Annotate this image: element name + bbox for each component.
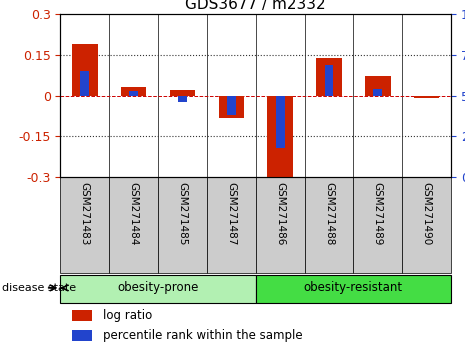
Text: percentile rank within the sample: percentile rank within the sample	[103, 329, 303, 342]
Text: GSM271489: GSM271489	[373, 182, 383, 245]
FancyBboxPatch shape	[60, 275, 256, 303]
Bar	[414, 96, 439, 98]
Bar	[227, 96, 236, 115]
Bar	[325, 65, 333, 96]
FancyBboxPatch shape	[402, 177, 451, 273]
Text: obesity-prone: obesity-prone	[117, 281, 199, 295]
FancyBboxPatch shape	[256, 275, 451, 303]
Text: GSM271486: GSM271486	[275, 182, 285, 245]
Text: GSM271488: GSM271488	[324, 182, 334, 245]
Bar	[316, 58, 342, 96]
FancyBboxPatch shape	[158, 177, 207, 273]
Bar	[373, 89, 382, 96]
FancyBboxPatch shape	[60, 177, 109, 273]
Bar	[219, 96, 244, 118]
Bar	[121, 87, 146, 96]
Bar	[72, 330, 92, 341]
FancyBboxPatch shape	[256, 177, 305, 273]
Bar	[72, 44, 98, 96]
Bar	[267, 96, 293, 178]
Text: GSM271483: GSM271483	[80, 182, 90, 245]
Bar	[178, 96, 187, 102]
Bar	[365, 76, 391, 96]
FancyBboxPatch shape	[305, 177, 353, 273]
FancyBboxPatch shape	[109, 177, 158, 273]
Bar	[170, 90, 195, 96]
Bar	[80, 71, 89, 96]
Text: log ratio: log ratio	[103, 309, 153, 321]
FancyBboxPatch shape	[353, 177, 402, 273]
Text: GSM271485: GSM271485	[178, 182, 187, 245]
Title: GDS3677 / m2332: GDS3677 / m2332	[186, 0, 326, 12]
Bar	[72, 310, 92, 321]
Text: GSM271487: GSM271487	[226, 182, 236, 245]
Bar	[276, 96, 285, 148]
Text: disease state: disease state	[2, 283, 76, 293]
Bar	[129, 91, 138, 96]
Text: obesity-resistant: obesity-resistant	[304, 281, 403, 295]
FancyBboxPatch shape	[207, 177, 256, 273]
Text: GSM271484: GSM271484	[129, 182, 139, 245]
Text: GSM271490: GSM271490	[422, 182, 432, 245]
